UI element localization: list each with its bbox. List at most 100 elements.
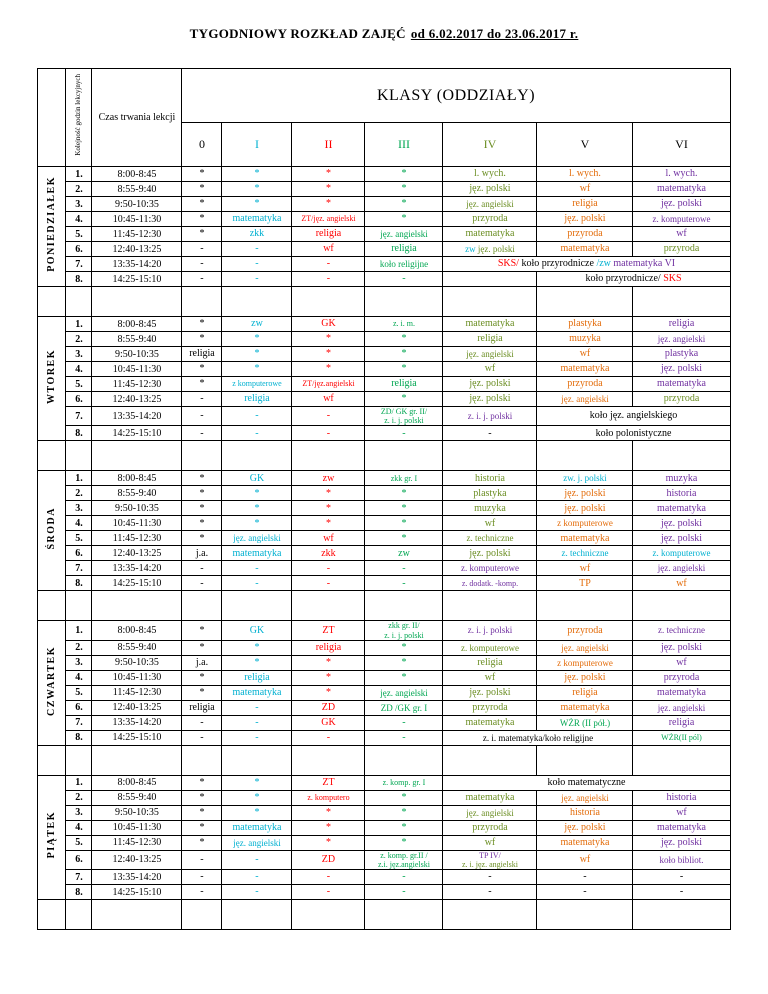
subject-text: * xyxy=(401,502,407,514)
subject-text: jęz. polski xyxy=(469,183,511,195)
spacer-cell xyxy=(364,440,444,472)
spacer-cell xyxy=(536,590,634,622)
subject-cell: * xyxy=(364,530,444,547)
subject-text: * xyxy=(199,487,205,499)
spacer-cell xyxy=(65,590,93,622)
subject-cell: ZD xyxy=(291,699,366,716)
subject-cell: religia xyxy=(536,684,634,701)
subject-text: * xyxy=(401,168,407,180)
spacer-cell xyxy=(632,899,731,931)
subject-text: z. komputerowe xyxy=(460,563,519,574)
subject-text: * xyxy=(254,792,260,803)
subject-cell: religia xyxy=(291,226,366,242)
subject-cell: matematyka xyxy=(536,834,634,851)
subject-text: - xyxy=(326,427,331,439)
subject-cell: * xyxy=(221,196,293,212)
subject-cell: * xyxy=(181,819,223,836)
subject-cell: matematyka xyxy=(221,819,293,836)
subject-text: koło polonistyczne xyxy=(595,427,672,439)
spacer-cell xyxy=(291,286,366,317)
subject-text: l. wych. xyxy=(473,168,506,180)
subject-cell: z. komp. gr. I xyxy=(364,774,444,791)
lesson-time: 13:35-14:20 xyxy=(91,869,183,886)
spacer-cell xyxy=(291,899,366,931)
lesson-number: 4. xyxy=(65,819,93,836)
subject-cell: * xyxy=(181,530,223,547)
subject-text: - xyxy=(200,258,204,270)
subject-cell: wf xyxy=(291,241,366,257)
subject-cell: religia xyxy=(291,639,366,656)
subject-cell: matematyka xyxy=(442,714,538,731)
subject-cell: - xyxy=(364,425,444,442)
lesson-time: 14:25-15:10 xyxy=(91,729,183,746)
subject-text: * xyxy=(401,792,407,803)
subject-cell: zkk xyxy=(221,226,293,242)
subject-text: - xyxy=(255,886,259,898)
subject-text: - xyxy=(255,562,259,574)
subject-cell: jęz. polski xyxy=(536,819,634,836)
header-row-top: Kolejność godzin lekcyjnych Czas trwania… xyxy=(37,68,731,167)
subject-text: jęz. polski xyxy=(564,487,606,499)
subject-text: matematyka xyxy=(465,792,515,803)
subject-cell: matematyka xyxy=(221,211,293,227)
spacer-cell xyxy=(181,286,223,317)
subject-cell: jęz. angielski xyxy=(221,530,293,547)
subject-cell: muzyka xyxy=(536,331,634,347)
subject-cell: zw xyxy=(291,470,366,487)
subject-text: * xyxy=(254,183,260,195)
spacer-cell xyxy=(221,286,293,317)
subject-cell: * xyxy=(291,346,366,362)
subject-cell: jęz. polski xyxy=(536,669,634,686)
lesson-row: PONIEDZIAŁEK 1. 8:00-8:45 * * * * l. wych. l. wy… xyxy=(37,166,731,287)
subject-text: matematyka xyxy=(560,532,610,544)
lesson-row: 3. 9:50-10:35 religia * * * jęz. angielski wf pl… xyxy=(38,346,731,362)
subject-text: - xyxy=(255,702,259,713)
subject-text: * xyxy=(325,687,331,698)
subject-text: TP IV/ xyxy=(479,850,501,860)
lesson-number: 4. xyxy=(65,361,93,377)
subject-text: jęz. angielski xyxy=(466,807,514,818)
subject-cell: * xyxy=(221,166,293,182)
subject-cell: - xyxy=(221,699,293,716)
subject-text: jęz. polski xyxy=(564,213,606,225)
subject-text: * xyxy=(254,363,260,375)
subject-cell: * xyxy=(221,654,293,671)
subject-text: * xyxy=(254,517,260,529)
subject-text: - xyxy=(200,854,204,866)
subject-text: wf xyxy=(323,243,334,255)
subject-cell: * xyxy=(364,166,444,182)
subject-text: zkk xyxy=(321,547,336,559)
spacer-cell xyxy=(181,744,223,776)
subject-text: przyroda xyxy=(663,393,700,405)
lesson-number: 6. xyxy=(65,545,93,562)
subject-text: religia xyxy=(572,198,598,210)
subject-cell: - xyxy=(221,869,293,886)
subject-text: - xyxy=(255,577,259,589)
subject-cell: * xyxy=(364,654,444,671)
subject-cell: wf xyxy=(291,391,366,407)
subject-text: - xyxy=(255,243,259,255)
subject-text: * xyxy=(254,642,260,653)
subject-text: jęz. angielski xyxy=(561,792,609,803)
lesson-number: 5. xyxy=(65,834,93,851)
subject-text: - xyxy=(200,577,204,589)
subject-cell: przyroda xyxy=(536,226,634,242)
lesson-row: 2. 8:55-9:40 * * * * religia muzyka jęz. angiels… xyxy=(38,331,731,347)
subject-cell: * xyxy=(364,669,444,686)
subject-cell: ZD xyxy=(291,849,366,871)
lesson-row: 7. 13:35-14:20 - - - koło religijne SKS/ koło … xyxy=(38,256,731,272)
subject-cell: - xyxy=(442,869,538,886)
subject-text: * xyxy=(325,487,331,499)
subject-text: religia xyxy=(477,333,503,345)
lesson-number: 8. xyxy=(65,271,93,287)
lesson-row: 2. 8:55-9:40 * * religia * z. komputerowe jęz. … xyxy=(38,639,731,656)
subject-text: z. techniczne xyxy=(561,548,609,559)
subject-cell: matematyka xyxy=(536,530,634,547)
subject-cell: historia xyxy=(536,804,634,821)
lesson-number: 7. xyxy=(65,714,93,731)
subject-cell: matematyka xyxy=(632,500,731,517)
spacer-cell xyxy=(65,286,93,317)
subject-text: - xyxy=(402,562,406,574)
lesson-number: 1. xyxy=(65,316,93,332)
subject-cell: jęz. angielski xyxy=(632,560,731,577)
